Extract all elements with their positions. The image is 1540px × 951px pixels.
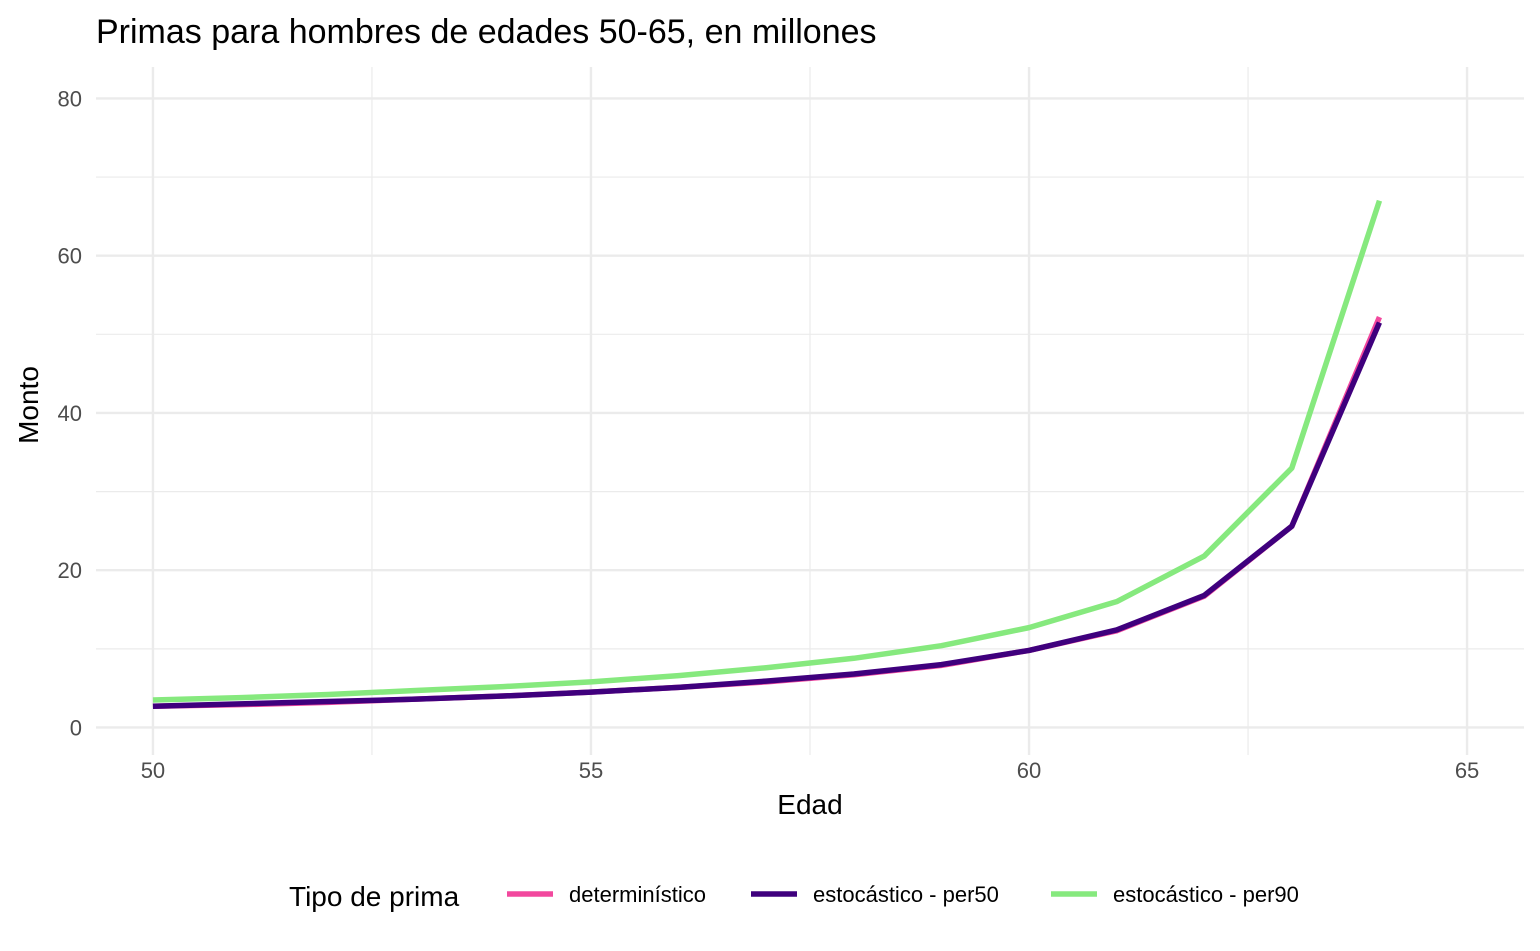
y-tick-label: 40 — [58, 401, 82, 426]
series-line-determin-stico — [152, 315, 1382, 709]
x-axis-title: Edad — [777, 789, 842, 820]
x-tick-label: 50 — [141, 758, 165, 783]
x-tick-label: 65 — [1455, 758, 1479, 783]
legend-label: estocástico - per90 — [1113, 882, 1299, 907]
grid-layer — [96, 67, 1524, 755]
y-tick-label: 0 — [70, 715, 82, 740]
legend-label: estocástico - per50 — [813, 882, 999, 907]
ticks-layer: 50 55 60 65 0 20 40 60 80 — [58, 86, 1480, 783]
series-layer — [152, 199, 1383, 709]
x-tick-label: 60 — [1017, 758, 1041, 783]
series-line-estoc-stico-per50 — [152, 321, 1382, 709]
chart-title: Primas para hombres de edades 50-65, en … — [96, 13, 877, 51]
y-tick-label: 20 — [58, 558, 82, 583]
series-line-estoc-stico-per90 — [152, 199, 1383, 703]
y-tick-label: 80 — [58, 86, 82, 111]
x-tick-label: 55 — [579, 758, 603, 783]
y-axis-title: Monto — [13, 366, 44, 444]
legend: Tipo de prima determinístico estocástico … — [289, 881, 1299, 912]
legend-title: Tipo de prima — [289, 881, 460, 912]
y-tick-label: 60 — [58, 244, 82, 269]
legend-label: determinístico — [569, 882, 706, 907]
